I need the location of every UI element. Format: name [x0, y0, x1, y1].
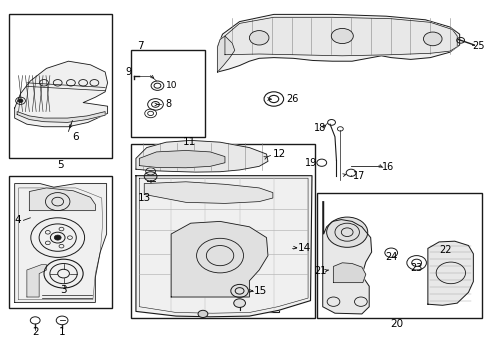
- Circle shape: [18, 99, 23, 103]
- Polygon shape: [15, 184, 106, 302]
- Bar: [9, 14, 112, 158]
- Text: 7: 7: [137, 41, 144, 51]
- Text: 18: 18: [314, 123, 326, 133]
- Text: 13: 13: [137, 193, 151, 203]
- Polygon shape: [217, 14, 459, 72]
- Polygon shape: [17, 112, 105, 122]
- Circle shape: [144, 172, 157, 181]
- Polygon shape: [217, 36, 234, 72]
- Text: 2: 2: [32, 327, 39, 337]
- Text: 8: 8: [165, 99, 171, 109]
- Polygon shape: [322, 202, 371, 314]
- Text: 12: 12: [272, 149, 285, 159]
- Bar: [222, 275, 278, 312]
- Text: 6: 6: [72, 132, 79, 142]
- Text: 1: 1: [59, 327, 65, 337]
- Polygon shape: [144, 182, 272, 203]
- Polygon shape: [224, 17, 456, 56]
- Circle shape: [233, 299, 245, 307]
- Circle shape: [198, 310, 207, 318]
- Text: 23: 23: [409, 263, 422, 273]
- Circle shape: [326, 217, 367, 247]
- Polygon shape: [136, 140, 267, 172]
- Text: 5: 5: [57, 160, 64, 170]
- Circle shape: [54, 235, 61, 240]
- Bar: [316, 193, 481, 318]
- Text: 25: 25: [471, 41, 484, 51]
- Text: 20: 20: [390, 319, 403, 329]
- Text: 21: 21: [314, 266, 326, 276]
- Polygon shape: [333, 263, 365, 283]
- Bar: [131, 50, 205, 137]
- Text: 10: 10: [166, 81, 178, 90]
- Text: 24: 24: [384, 252, 397, 262]
- Text: 9: 9: [124, 67, 131, 77]
- Text: 3: 3: [60, 285, 67, 295]
- Polygon shape: [136, 176, 311, 317]
- Text: 11: 11: [183, 137, 196, 147]
- Bar: [9, 176, 112, 308]
- Bar: [131, 144, 315, 318]
- Text: 17: 17: [352, 171, 365, 181]
- Ellipse shape: [423, 32, 441, 46]
- Text: 26: 26: [286, 94, 298, 104]
- Text: 4: 4: [15, 215, 21, 225]
- Text: 19: 19: [304, 158, 316, 168]
- Polygon shape: [139, 150, 224, 168]
- Polygon shape: [171, 221, 267, 297]
- Polygon shape: [29, 188, 95, 211]
- Polygon shape: [15, 61, 107, 127]
- Polygon shape: [27, 265, 46, 297]
- Text: 16: 16: [382, 162, 394, 172]
- Ellipse shape: [330, 28, 352, 44]
- Text: 14: 14: [298, 243, 311, 253]
- Text: 15: 15: [254, 286, 267, 296]
- Polygon shape: [427, 241, 472, 305]
- Ellipse shape: [249, 31, 268, 45]
- Text: 22: 22: [439, 245, 451, 255]
